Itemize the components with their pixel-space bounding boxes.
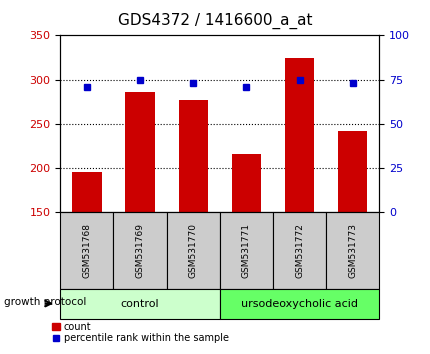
- Bar: [219, 289, 378, 319]
- Text: control: control: [120, 298, 159, 309]
- Legend: count, percentile rank within the sample: count, percentile rank within the sample: [48, 318, 232, 347]
- Text: GSM531773: GSM531773: [347, 223, 356, 278]
- Bar: [178, 100, 207, 212]
- Bar: [219, 212, 272, 289]
- Bar: [231, 154, 261, 212]
- Text: GSM531772: GSM531772: [295, 223, 303, 278]
- Text: GSM531769: GSM531769: [135, 223, 144, 278]
- Text: GSM531770: GSM531770: [188, 223, 197, 278]
- Bar: [60, 212, 113, 289]
- Bar: [166, 212, 219, 289]
- Bar: [284, 57, 313, 212]
- Text: growth protocol: growth protocol: [4, 297, 86, 307]
- Text: GDS4372 / 1416600_a_at: GDS4372 / 1416600_a_at: [118, 12, 312, 29]
- Bar: [326, 212, 378, 289]
- Bar: [72, 172, 101, 212]
- Bar: [113, 212, 166, 289]
- Text: GSM531768: GSM531768: [82, 223, 91, 278]
- Bar: [272, 212, 326, 289]
- Bar: [337, 131, 366, 212]
- Bar: [125, 92, 154, 212]
- Text: ursodeoxycholic acid: ursodeoxycholic acid: [240, 298, 357, 309]
- Bar: [60, 289, 219, 319]
- Text: GSM531771: GSM531771: [241, 223, 250, 278]
